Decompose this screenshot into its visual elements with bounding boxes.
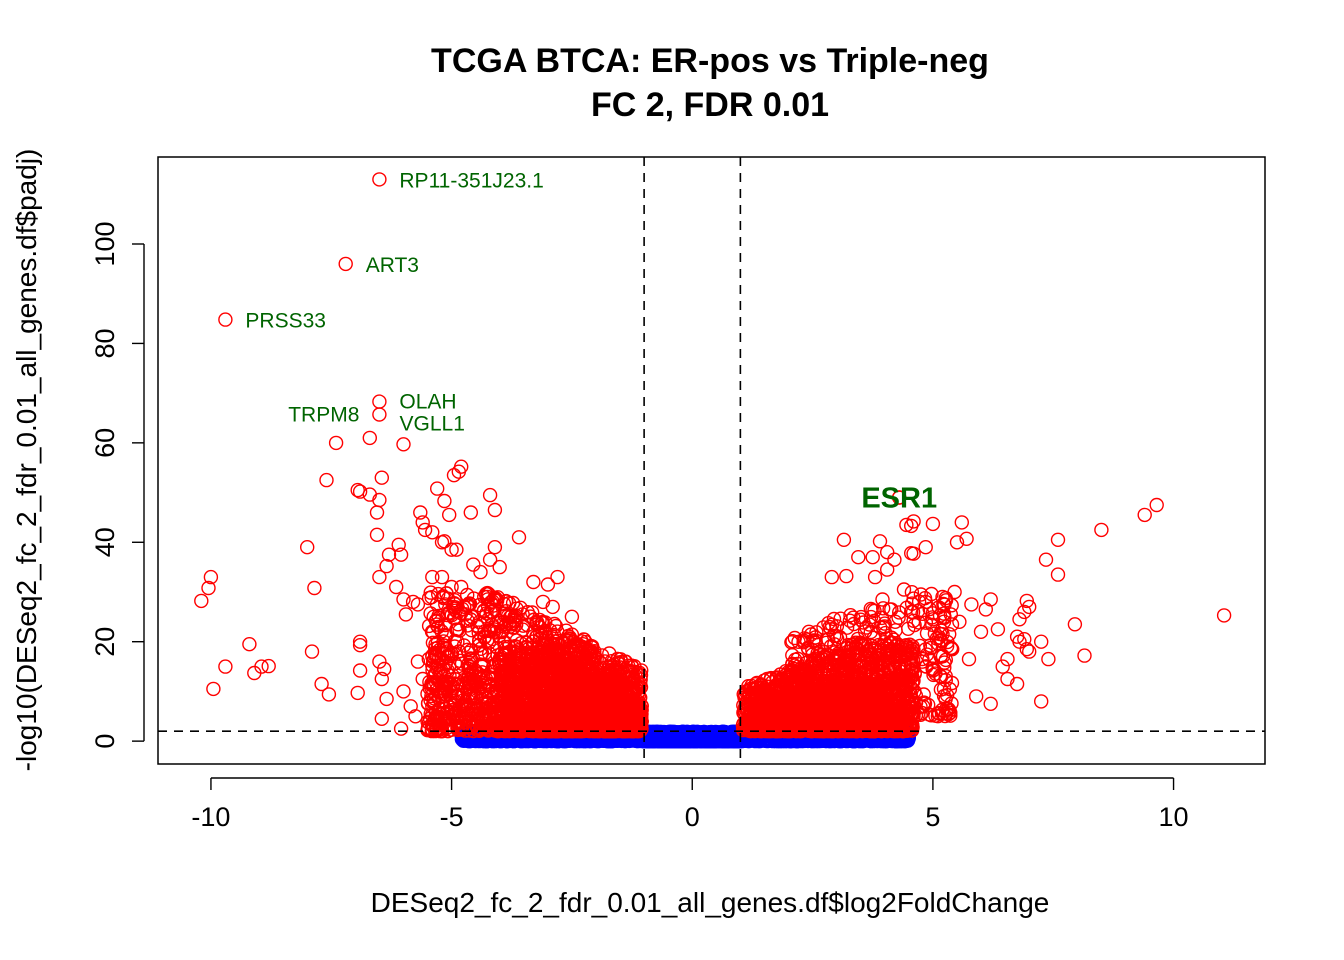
points-layer: [194, 172, 1232, 749]
chart-title: TCGA BTCA: ER-pos vs Triple-neg: [431, 42, 989, 80]
chart-subtitle: FC 2, FDR 0.01: [591, 86, 829, 124]
plot-area-frame: [157, 156, 1266, 765]
